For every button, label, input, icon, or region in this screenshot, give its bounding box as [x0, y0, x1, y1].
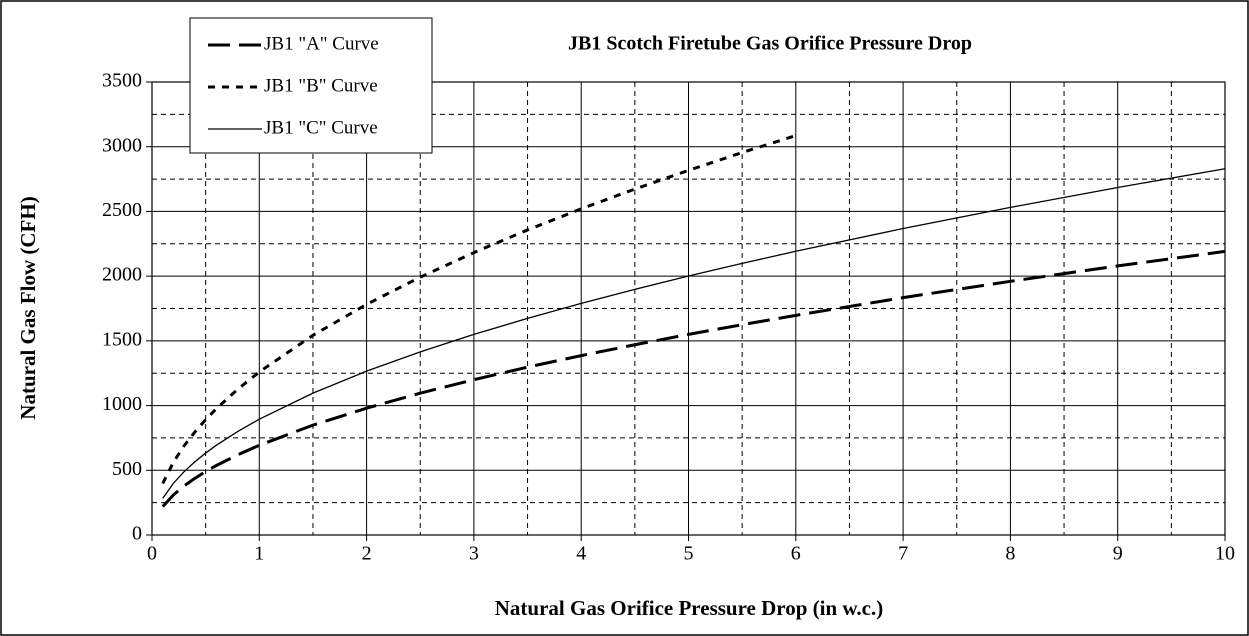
y-tick-label: 2000	[102, 264, 142, 286]
x-tick-label: 0	[147, 543, 157, 565]
y-tick-label: 1500	[102, 328, 142, 350]
y-tick-label: 0	[132, 523, 142, 545]
legend-label: JB1 "B" Curve	[264, 75, 378, 96]
x-tick-label: 4	[576, 543, 586, 565]
data-line	[161, 249, 1226, 508]
data-line	[162, 168, 1226, 499]
legend-label: JB1 "C" Curve	[264, 117, 378, 138]
x-tick-label: 7	[898, 543, 908, 565]
legend-box	[189, 17, 433, 154]
x-tick-label: 1	[254, 543, 264, 565]
y-tick-label: 2500	[102, 199, 142, 221]
x-tick-label: 9	[1113, 543, 1123, 565]
x-tick-label: 2	[362, 543, 372, 565]
y-axis-label: Natural Gas Flow (CFH)	[16, 196, 40, 419]
x-tick-label: 6	[791, 543, 801, 565]
x-tick-label: 8	[1005, 543, 1015, 565]
y-tick-label: 3000	[102, 134, 142, 156]
y-tick-label: 3500	[102, 70, 142, 92]
x-tick-label: 5	[684, 543, 694, 565]
data-line	[161, 134, 797, 485]
legend-label: JB1 "A" Curve	[264, 33, 379, 54]
y-tick-label: 500	[112, 458, 142, 480]
x-axis-label: Natural Gas Orifice Pressure Drop (in w.…	[495, 596, 883, 620]
y-tick-label: 1000	[102, 393, 142, 415]
plot-area	[151, 81, 1226, 536]
x-tick-label: 10	[1215, 543, 1235, 565]
x-tick-label: 3	[469, 543, 479, 565]
chart-title: JB1 Scotch Firetube Gas Orifice Pressure…	[568, 33, 972, 55]
